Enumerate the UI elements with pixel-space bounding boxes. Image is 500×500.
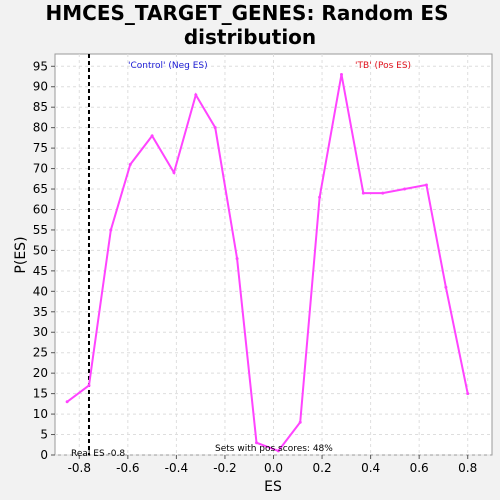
data-point: [298, 420, 302, 424]
data-point: [403, 187, 407, 191]
data-point: [339, 72, 343, 76]
series-points: [65, 72, 470, 453]
pos-es-label: 'TB' (Pos ES): [355, 61, 411, 71]
x-tick-label: 0.6: [410, 461, 429, 475]
y-tick-label: 50: [33, 243, 48, 257]
grid-lines: [55, 54, 492, 456]
x-tick-label: 0.0: [264, 461, 283, 475]
data-point: [128, 162, 132, 166]
x-tick-label: -0.2: [213, 461, 236, 475]
y-tick-label: 95: [33, 59, 48, 73]
x-axis-label: ES: [264, 479, 282, 495]
y-tick-label: 45: [33, 264, 48, 278]
y-tick-label: 85: [33, 100, 48, 114]
y-tick-label: 55: [33, 223, 48, 237]
y-tick-label: 15: [33, 387, 48, 401]
data-point: [65, 400, 69, 404]
pos-scores-note: Sets with pos scores: 48%: [215, 444, 333, 454]
data-point: [109, 228, 113, 232]
data-point: [318, 195, 322, 199]
y-tick-label: 80: [33, 121, 48, 135]
data-point: [87, 383, 91, 387]
y-tick-label: 90: [33, 80, 48, 94]
y-axis-label: P(ES): [13, 236, 29, 273]
data-point: [194, 93, 198, 97]
data-point: [172, 171, 176, 175]
y-tick-label: 0: [40, 448, 48, 462]
y-tick-label: 35: [33, 305, 48, 319]
y-tick-label: 60: [33, 202, 48, 216]
data-point: [444, 285, 448, 289]
y-tick-label: 75: [33, 141, 48, 155]
data-point: [466, 392, 470, 396]
x-tick-label: 0.4: [361, 461, 380, 475]
data-point: [276, 449, 280, 453]
data-point: [424, 183, 428, 187]
y-tick-label: 30: [33, 325, 48, 339]
data-point: [150, 134, 154, 138]
x-tick-label: -0.6: [116, 461, 139, 475]
y-tick-label: 25: [33, 346, 48, 360]
neg-es-label: 'Control' (Neg ES): [128, 61, 208, 71]
x-axis: -0.8 -0.6 -0.4 -0.2 0.0 0.2 0.4 0.6 0.8: [68, 455, 477, 475]
data-point: [255, 441, 259, 445]
y-tick-label: 65: [33, 182, 48, 196]
y-tick-label: 5: [40, 428, 48, 442]
chart-title-line-1: HMCES_TARGET_GENES: Random ES: [46, 1, 449, 25]
y-axis: 0 5 10 15 20 25 30 35 40 45 50 55 60 65 70 75 80 85 90 95: [33, 59, 55, 462]
x-tick-label: -0.4: [165, 461, 188, 475]
data-point: [235, 257, 239, 261]
y-tick-label: 10: [33, 407, 48, 421]
data-point: [361, 191, 365, 195]
y-tick-label: 20: [33, 366, 48, 380]
x-tick-label: -0.8: [68, 461, 91, 475]
y-tick-label: 40: [33, 284, 48, 298]
x-tick-label: 0.8: [458, 461, 477, 475]
data-point: [381, 191, 385, 195]
real-es-label: Real ES -0.8: [71, 449, 125, 459]
data-point: [213, 126, 217, 130]
x-tick-label: 0.2: [313, 461, 332, 475]
series-line: [66, 74, 469, 453]
y-tick-label: 70: [33, 162, 48, 176]
chart-title-line-2: distribution: [184, 25, 316, 49]
